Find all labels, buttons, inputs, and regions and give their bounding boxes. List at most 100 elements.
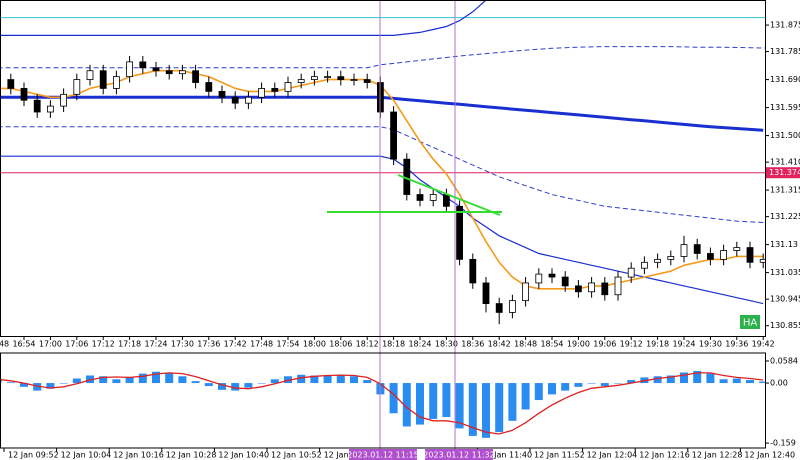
macd-bar bbox=[336, 374, 345, 384]
macd-bar bbox=[72, 378, 81, 384]
trend-line bbox=[397, 174, 501, 216]
candle-body bbox=[641, 261, 648, 269]
candle-body bbox=[231, 96, 239, 104]
macd-bar bbox=[112, 379, 121, 384]
macd-bar bbox=[152, 371, 160, 384]
price-label-box bbox=[765, 167, 800, 179]
candle-body bbox=[627, 267, 635, 278]
candle-body bbox=[363, 79, 371, 83]
candle-body bbox=[258, 88, 266, 98]
macd-bar bbox=[521, 383, 530, 410]
x-tick-label: 12 Jan bbox=[324, 451, 349, 460]
macd-bar bbox=[627, 380, 636, 384]
x-tick-label: 12 Jan 10:40 bbox=[218, 451, 269, 460]
candle-body bbox=[416, 194, 424, 201]
macd-bar bbox=[587, 383, 596, 384]
x-tick-label: 12 Jan 10:04 bbox=[61, 451, 112, 460]
x-tick-label: 17:54 bbox=[276, 340, 299, 349]
candle-body bbox=[99, 70, 107, 89]
macd-frame bbox=[0, 352, 766, 449]
x-tick-label: 17:12 bbox=[92, 340, 115, 349]
candle-body bbox=[759, 258, 765, 263]
indicator-line bbox=[0, 126, 764, 223]
candle-body bbox=[720, 250, 727, 260]
candle-body bbox=[548, 273, 556, 278]
y-tick-label: 131.875 bbox=[770, 21, 800, 30]
x-tick-label: 17:00 bbox=[39, 340, 62, 349]
macd-bar bbox=[574, 383, 583, 387]
y-tick-label: 131.500 bbox=[770, 131, 800, 140]
macd-bar bbox=[666, 375, 675, 384]
candle-body bbox=[575, 285, 582, 293]
macd-bar bbox=[508, 383, 517, 421]
candle-body bbox=[47, 105, 54, 113]
candle-body bbox=[152, 67, 160, 72]
price-frame bbox=[0, 0, 766, 337]
candle-body bbox=[561, 276, 569, 287]
candle-body bbox=[495, 303, 503, 313]
candle-body bbox=[297, 79, 305, 83]
x-tick-label: 17:36 bbox=[197, 340, 220, 349]
macd-bar bbox=[191, 381, 200, 384]
x-tick-label: 17:24 bbox=[144, 340, 167, 349]
x-tick-label: 19:06 bbox=[593, 340, 616, 349]
macd-bar bbox=[746, 380, 754, 384]
y-tick-label: 131.785 bbox=[770, 47, 800, 56]
y-tick-label: 131.595 bbox=[770, 103, 800, 112]
x-tick-label: 12 Jan 12:16 bbox=[639, 451, 690, 460]
macd-bar bbox=[363, 380, 372, 384]
labels: 131.875 131.785 131.690 131.595 131.500 131.4… bbox=[0, 21, 800, 460]
candle-body bbox=[654, 258, 661, 263]
macd-bar bbox=[86, 375, 94, 384]
macd-bar bbox=[548, 383, 556, 395]
candle-body bbox=[284, 82, 292, 92]
candle-body bbox=[20, 88, 28, 101]
y-tick-label: 131.410 bbox=[770, 158, 800, 167]
y-tick-label: 130.945 bbox=[770, 295, 800, 304]
candle-body bbox=[244, 96, 252, 104]
candle-body bbox=[733, 247, 741, 251]
x-tick-label: 18:42 bbox=[488, 340, 511, 349]
macd-bar bbox=[231, 383, 240, 391]
y-tick-label: 131.035 bbox=[770, 268, 800, 277]
candle-body bbox=[614, 276, 622, 296]
x-tick-label: 17:18 bbox=[118, 340, 141, 349]
macd-bar bbox=[59, 383, 68, 384]
macd-bar bbox=[389, 383, 398, 414]
candle-body bbox=[113, 76, 120, 89]
macd-bar bbox=[178, 376, 187, 384]
y-tick-label: 131.315 bbox=[770, 186, 800, 195]
macd-bar bbox=[204, 383, 213, 387]
badge-box bbox=[740, 315, 760, 329]
candle-body bbox=[192, 70, 200, 83]
x-tick-label: 12 Jan 09:52 bbox=[8, 451, 59, 460]
candle-body bbox=[746, 247, 754, 263]
macd-bar bbox=[442, 383, 451, 418]
macd-bar bbox=[600, 383, 609, 387]
candle-body bbox=[73, 79, 81, 95]
x-tick-label: 18:00 bbox=[303, 340, 326, 349]
macd-bar bbox=[455, 383, 464, 429]
macd-bar bbox=[310, 375, 319, 384]
candle-body bbox=[218, 90, 226, 98]
candle-body bbox=[205, 82, 213, 92]
x-tick-label: 19:24 bbox=[672, 340, 695, 349]
candle-body bbox=[178, 70, 186, 75]
macd-bar bbox=[561, 383, 570, 391]
indicator-line bbox=[0, 0, 487, 36]
candle-body bbox=[601, 282, 609, 296]
x-tick-label: 12 Jan 10:16 bbox=[113, 451, 164, 460]
candle-body bbox=[60, 93, 67, 107]
macd-bar bbox=[680, 372, 688, 384]
badge: HA bbox=[743, 318, 758, 329]
x-tick-label: 12 Jan 12:40 bbox=[744, 451, 795, 460]
x-tick-label: 12 Jan 11:52 bbox=[534, 451, 585, 460]
macd-bar bbox=[732, 378, 741, 384]
candle-body bbox=[139, 61, 147, 69]
macd-bar bbox=[218, 383, 226, 390]
macd-bar bbox=[350, 376, 358, 384]
x-tick-label: 18:12 bbox=[356, 340, 379, 349]
candle-body bbox=[707, 253, 714, 260]
macd-bar bbox=[323, 375, 332, 384]
